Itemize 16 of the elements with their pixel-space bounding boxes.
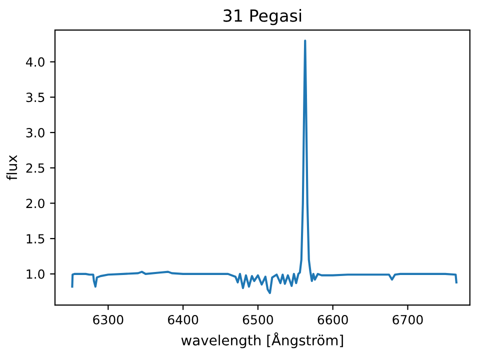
x-axis-title: wavelength [Ångström] xyxy=(181,332,343,348)
y-tick-label: 3.0 xyxy=(26,128,44,138)
y-tick-label: 4.0 xyxy=(26,57,44,67)
y-tick-label: 1.5 xyxy=(26,234,44,244)
line-series xyxy=(71,40,458,294)
y-tick-label: 3.5 xyxy=(26,92,44,102)
chart-title: 31 Pegasi xyxy=(224,9,302,26)
x-tick-label: 6700 xyxy=(392,314,423,324)
y-tick-label: 2.5 xyxy=(26,163,44,173)
x-tick-label: 6600 xyxy=(318,314,348,324)
x-tick-label: 6500 xyxy=(242,314,274,324)
x-tick-label: 6300 xyxy=(93,314,124,324)
y-axis-title: flux xyxy=(6,155,18,180)
y-tick-label: 1.0 xyxy=(26,269,44,279)
y-tick-label: 2.0 xyxy=(26,198,44,208)
x-tick-label: 6400 xyxy=(168,314,198,324)
